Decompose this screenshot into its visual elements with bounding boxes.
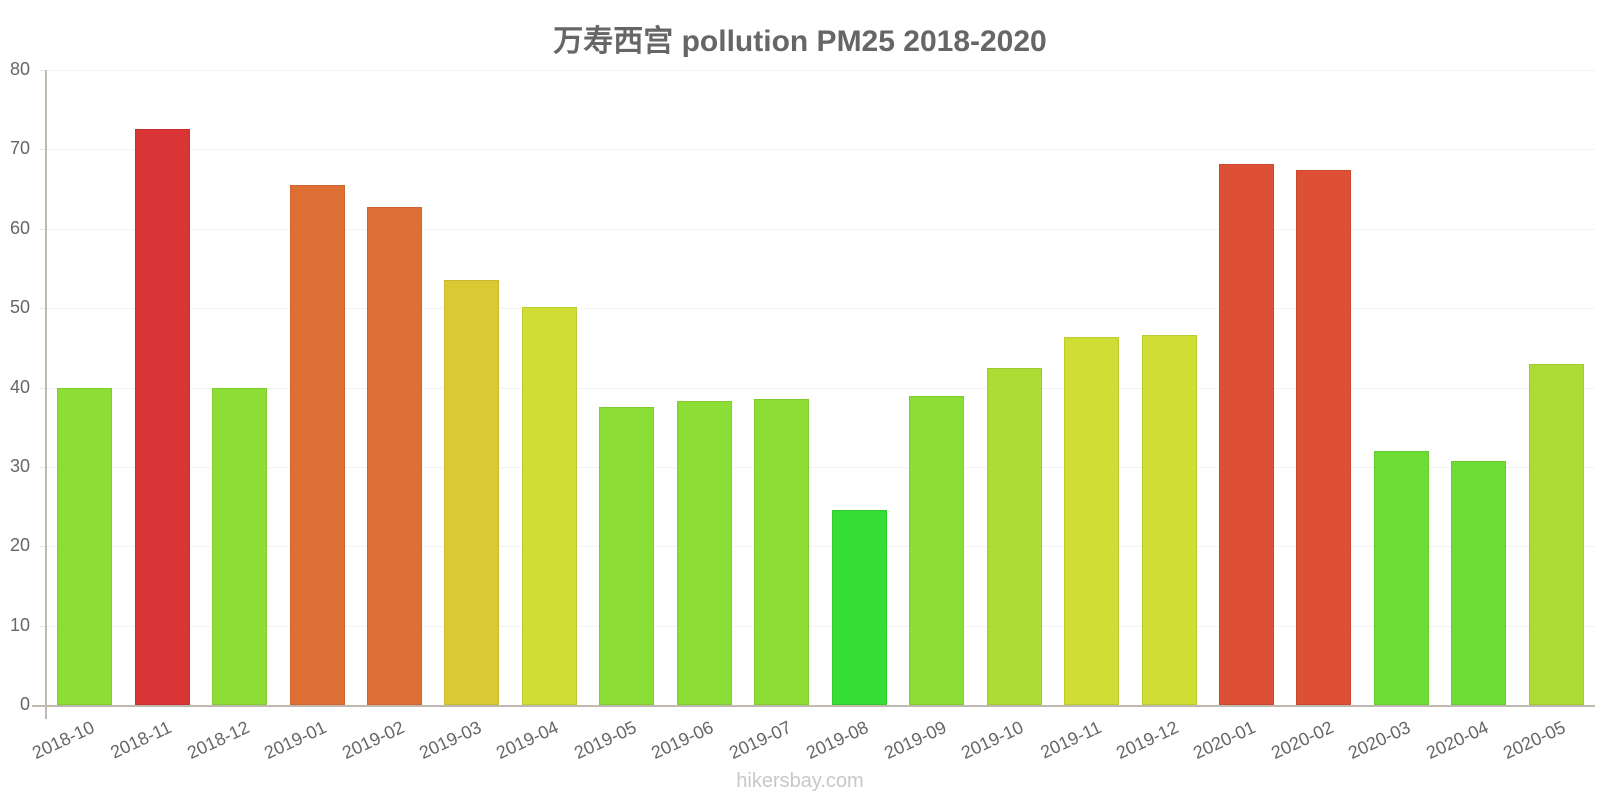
gridline bbox=[46, 70, 1595, 71]
bar-2018-11[interactable] bbox=[134, 128, 190, 705]
y-tick-mark bbox=[40, 467, 46, 468]
bar-2020-03[interactable] bbox=[1373, 451, 1429, 705]
y-tick-label: 20 bbox=[9, 535, 30, 555]
y-tick-mark bbox=[40, 229, 46, 230]
bar-2018-10[interactable] bbox=[57, 388, 113, 705]
bar-2019-08[interactable] bbox=[831, 509, 887, 705]
gridline bbox=[46, 149, 1595, 150]
gridline bbox=[46, 546, 1595, 547]
y-tick-mark bbox=[40, 308, 46, 309]
bar-2019-06[interactable] bbox=[676, 400, 732, 705]
bar-2020-01[interactable] bbox=[1218, 163, 1274, 705]
y-tick-mark bbox=[40, 626, 46, 627]
y-tick-label: 80 bbox=[9, 59, 30, 79]
y-tick-label: 40 bbox=[9, 377, 30, 397]
bar-2019-03[interactable] bbox=[444, 279, 500, 705]
y-tick-label: 70 bbox=[9, 138, 30, 158]
y-tick-mark bbox=[40, 70, 46, 71]
y-tick-label: 50 bbox=[9, 297, 30, 317]
bar-2019-02[interactable] bbox=[367, 207, 422, 705]
bar-2018-12[interactable] bbox=[212, 387, 268, 705]
gridline bbox=[46, 467, 1595, 468]
gridline bbox=[46, 229, 1595, 230]
bar-2020-05[interactable] bbox=[1528, 364, 1584, 705]
y-tick-mark bbox=[40, 388, 46, 389]
y-tick-mark bbox=[40, 149, 46, 150]
gridline bbox=[46, 626, 1595, 627]
bar-2019-05[interactable] bbox=[599, 406, 655, 705]
y-tick-mark bbox=[40, 546, 46, 547]
bar-2019-11[interactable] bbox=[1064, 336, 1120, 705]
watermark: hikersbay.com bbox=[736, 770, 864, 792]
bar-2019-10[interactable] bbox=[986, 367, 1042, 705]
bar-2019-07[interactable] bbox=[754, 399, 810, 705]
x-axis bbox=[32, 705, 1595, 707]
y-tick-label: 60 bbox=[9, 218, 30, 238]
bar-2020-04[interactable] bbox=[1451, 461, 1507, 705]
gridline bbox=[46, 388, 1595, 389]
chart-title: 万寿西宫 pollution PM25 2018-2020 bbox=[553, 25, 1047, 58]
y-axis bbox=[45, 70, 47, 719]
bar-2019-09[interactable] bbox=[909, 396, 965, 705]
bar-2019-01[interactable] bbox=[289, 185, 345, 705]
bar-2020-02[interactable] bbox=[1296, 170, 1352, 705]
gridline bbox=[46, 308, 1595, 309]
y-tick-label: 0 bbox=[19, 694, 30, 714]
bar-2019-12[interactable] bbox=[1141, 335, 1197, 705]
y-tick-label: 10 bbox=[9, 615, 30, 635]
y-tick-label: 30 bbox=[9, 456, 30, 476]
bar-2019-04[interactable] bbox=[521, 307, 577, 705]
